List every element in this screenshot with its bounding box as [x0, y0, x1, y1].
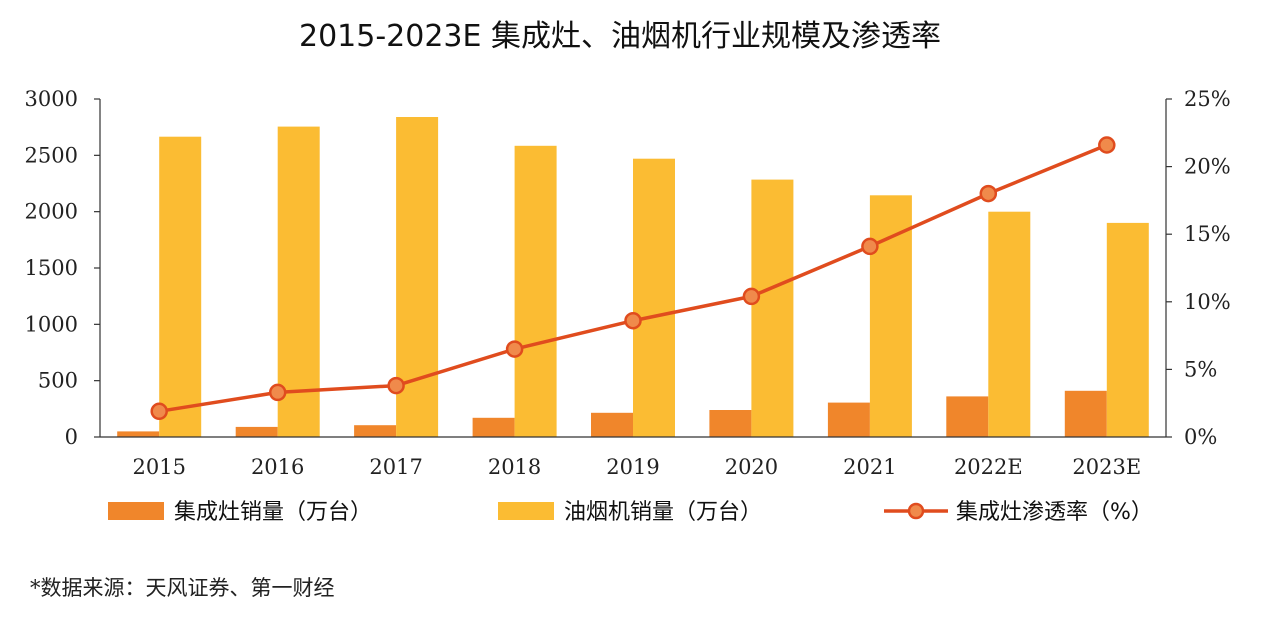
x-tick-label: 2020: [725, 455, 778, 479]
x-tick-label: 2021: [843, 455, 896, 479]
legend-integrated-stove-swatch: [108, 502, 164, 520]
x-tick-label: 2015: [132, 455, 185, 479]
x-tick-label: 2019: [606, 455, 659, 479]
bar-range-hood-2016: [277, 126, 320, 437]
bar-integrated-stove-2020: [709, 410, 752, 437]
y-left-tick-label: 2000: [25, 200, 78, 224]
bar-integrated-stove-2019: [591, 412, 633, 437]
bar-range-hood-2022E: [988, 211, 1031, 437]
y-left-tick-label: 0: [65, 425, 78, 449]
penetration-rate-point-2018: [505, 340, 524, 358]
bar-range-hood-2023E: [1106, 222, 1149, 437]
y-right-tick-label: 20%: [1184, 155, 1231, 179]
y-right-tick-label: 0%: [1184, 425, 1217, 449]
y-right-tick-label: 15%: [1184, 222, 1231, 246]
penetration-rate-point-2015: [150, 402, 168, 421]
x-tick-label: 2023E: [1072, 455, 1141, 479]
penetration-rate-point-2020: [742, 287, 761, 306]
y-left-tick-label: 1000: [25, 312, 78, 336]
legend-integrated-stove-label: 集成灶销量（万台）: [174, 500, 372, 525]
legend-penetration-rate-swatch-marker: [907, 502, 925, 520]
y-right-tick-label: 25%: [1184, 87, 1231, 111]
source-note: *数据来源：天风证券、第一财经: [30, 576, 335, 600]
x-tick-label: 2022E: [954, 455, 1023, 479]
bar-integrated-stove-2018: [472, 417, 515, 437]
penetration-rate-point-2022E: [979, 184, 998, 203]
penetration-rate-point-2021: [861, 237, 879, 256]
y-left-tick-label: 2500: [25, 143, 78, 167]
x-tick-label: 2018: [488, 455, 541, 479]
bar-range-hood-2020: [751, 179, 794, 437]
bar-integrated-stove-2023E: [1064, 390, 1107, 437]
bar-integrated-stove-2016: [235, 426, 278, 437]
y-left-tick-label: 500: [38, 369, 78, 393]
penetration-rate-point-2023E: [1098, 136, 1116, 154]
bar-integrated-stove-2022E: [946, 396, 989, 437]
y-left-tick-label: 1500: [25, 256, 78, 280]
penetration-rate-point-2017: [387, 376, 405, 395]
legend-range-hood-swatch: [498, 502, 554, 520]
penetration-rate-point-2019: [624, 311, 642, 330]
x-tick-label: 2017: [369, 455, 422, 479]
bar-integrated-stove-2017: [354, 425, 397, 437]
chart-title: 2015-2023E 集成灶、油烟机行业规模及渗透率: [299, 19, 941, 54]
bar-range-hood-2015: [159, 136, 202, 437]
y-left-tick-label: 3000: [25, 87, 78, 111]
legend-range-hood-label: 油烟机销量（万台）: [564, 500, 762, 525]
x-tick-label: 2016: [251, 455, 304, 479]
bar-integrated-stove-2021: [827, 402, 870, 437]
y-right-tick-label: 5%: [1184, 357, 1217, 381]
bar-range-hood-2018: [514, 145, 557, 438]
y-right-tick-label: 10%: [1184, 290, 1231, 314]
bar-integrated-stove-2015: [117, 431, 160, 437]
bar-range-hood-2019: [633, 158, 675, 437]
penetration-rate-point-2016: [268, 383, 287, 402]
legend-penetration-rate-label: 集成灶渗透率（%）: [956, 500, 1153, 525]
